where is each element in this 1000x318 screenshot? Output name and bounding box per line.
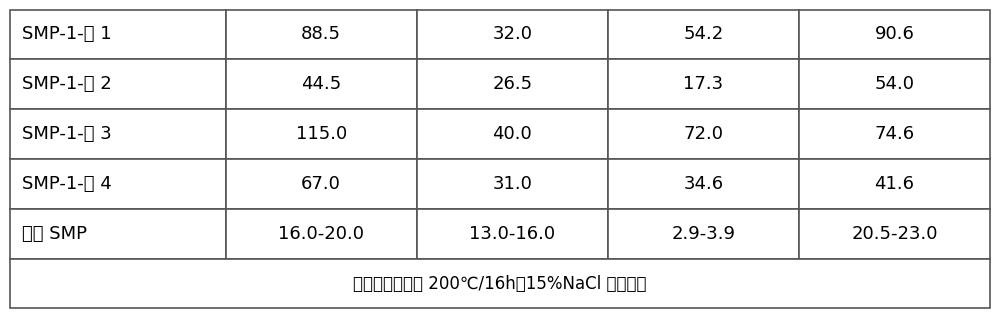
Text: 注：老化条件为 200℃/16h，15%NaCl 盐浓度。: 注：老化条件为 200℃/16h，15%NaCl 盐浓度。 bbox=[353, 274, 647, 293]
Bar bbox=[799, 59, 990, 109]
Text: SMP-1-厂 2: SMP-1-厂 2 bbox=[22, 75, 112, 93]
Bar bbox=[10, 259, 990, 308]
Bar bbox=[608, 109, 799, 159]
Text: 44.5: 44.5 bbox=[301, 75, 341, 93]
Text: 40.0: 40.0 bbox=[492, 125, 532, 143]
Text: 54.0: 54.0 bbox=[874, 75, 914, 93]
Text: 31.0: 31.0 bbox=[492, 175, 532, 193]
Bar bbox=[10, 59, 226, 109]
Bar bbox=[608, 59, 799, 109]
Bar bbox=[608, 209, 799, 259]
Text: 72.0: 72.0 bbox=[683, 125, 723, 143]
Bar bbox=[10, 10, 226, 59]
Text: 74.6: 74.6 bbox=[874, 125, 915, 143]
Text: 32.0: 32.0 bbox=[492, 25, 532, 44]
Text: 88.5: 88.5 bbox=[301, 25, 341, 44]
Bar bbox=[226, 209, 417, 259]
Text: 26.5: 26.5 bbox=[492, 75, 532, 93]
Text: 67.0: 67.0 bbox=[301, 175, 341, 193]
Bar bbox=[608, 10, 799, 59]
Bar bbox=[226, 159, 417, 209]
Text: 2.9-3.9: 2.9-3.9 bbox=[671, 225, 735, 243]
Bar bbox=[417, 159, 608, 209]
Text: SMP-1-厂 3: SMP-1-厂 3 bbox=[22, 125, 112, 143]
Text: 54.2: 54.2 bbox=[683, 25, 723, 44]
Bar bbox=[10, 209, 226, 259]
Text: 20.5-23.0: 20.5-23.0 bbox=[851, 225, 938, 243]
Bar bbox=[799, 159, 990, 209]
Bar bbox=[417, 109, 608, 159]
Text: 90.6: 90.6 bbox=[875, 25, 914, 44]
Bar bbox=[10, 109, 226, 159]
Text: 41.6: 41.6 bbox=[874, 175, 914, 193]
Bar bbox=[417, 209, 608, 259]
Bar bbox=[226, 59, 417, 109]
Bar bbox=[799, 10, 990, 59]
Bar bbox=[417, 10, 608, 59]
Bar bbox=[799, 209, 990, 259]
Text: 115.0: 115.0 bbox=[296, 125, 347, 143]
Bar bbox=[608, 159, 799, 209]
Text: SMP-1-厂 1: SMP-1-厂 1 bbox=[22, 25, 112, 44]
Text: 17.3: 17.3 bbox=[683, 75, 723, 93]
Bar bbox=[10, 159, 226, 209]
Text: SMP-1-厂 4: SMP-1-厂 4 bbox=[22, 175, 112, 193]
Bar bbox=[799, 109, 990, 159]
Bar bbox=[226, 109, 417, 159]
Text: 16.0-20.0: 16.0-20.0 bbox=[278, 225, 364, 243]
Text: 34.6: 34.6 bbox=[683, 175, 723, 193]
Bar bbox=[417, 59, 608, 109]
Text: 改性 SMP: 改性 SMP bbox=[22, 225, 87, 243]
Bar bbox=[226, 10, 417, 59]
Text: 13.0-16.0: 13.0-16.0 bbox=[469, 225, 555, 243]
